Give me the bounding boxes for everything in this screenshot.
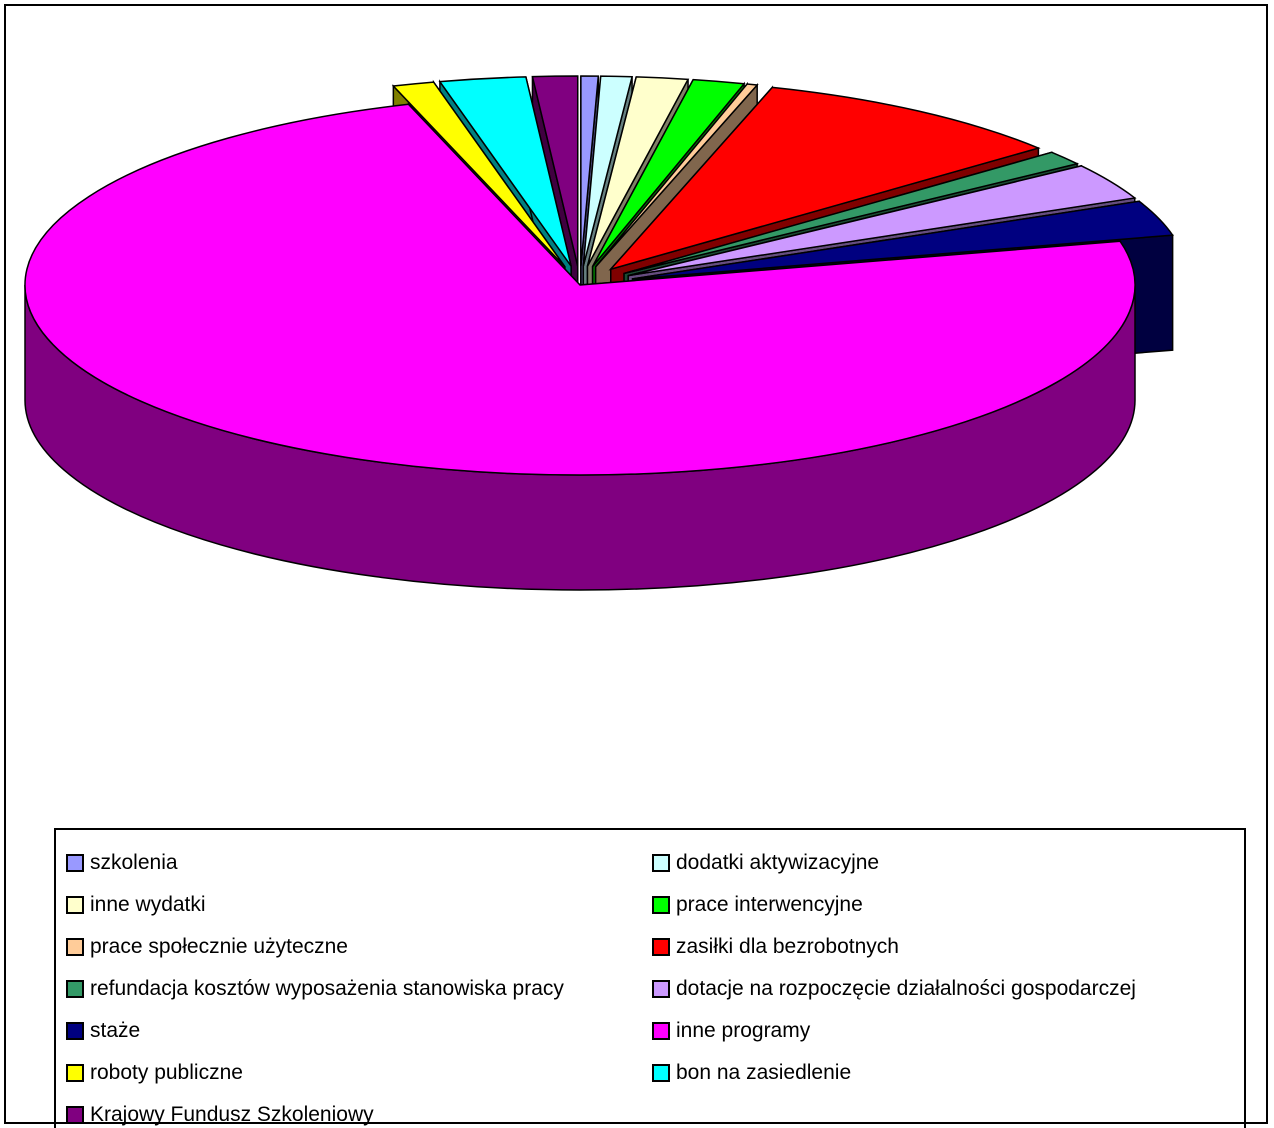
legend-item-inne-wydatki: inne wydatki (66, 884, 652, 926)
legend-swatch (652, 938, 670, 956)
legend-swatch (66, 854, 84, 872)
legend-swatch (652, 1064, 670, 1082)
legend-item-inne-programy: inne programy (652, 1010, 1242, 1052)
legend-label: bon na zasiedlenie (676, 1061, 852, 1084)
legend-swatch (652, 1022, 670, 1040)
legend-swatch (66, 980, 84, 998)
legend-item-prace-spolecznie-uzyteczne: prace społecznie użyteczne (66, 926, 652, 968)
legend-swatch (66, 1064, 84, 1082)
legend-swatch (66, 1106, 84, 1124)
legend-swatch (66, 1022, 84, 1040)
legend-label: inne wydatki (90, 893, 206, 916)
legend-swatch (652, 854, 670, 872)
legend-label: prace interwencyjne (676, 893, 863, 916)
legend-label: roboty publiczne (90, 1061, 243, 1084)
legend-item-prace-interwencyjne: prace interwencyjne (652, 884, 1242, 926)
chart-frame (4, 4, 1268, 1124)
legend: szkolenia dodatki aktywizacyjne inne wydat… (54, 828, 1246, 1128)
legend-item-szkolenia: szkolenia (66, 842, 652, 884)
legend-item-zasilki-dla-bezrobotnych: zasiłki dla bezrobotnych (652, 926, 1242, 968)
legend-swatch (66, 938, 84, 956)
legend-item-krajowy-fundusz-szkoleniowy: Krajowy Fundusz Szkoleniowy (66, 1094, 652, 1128)
legend-swatch (652, 980, 670, 998)
legend-item-staze: staże (66, 1010, 652, 1052)
legend-grid: szkolenia dodatki aktywizacyjne inne wydat… (66, 842, 1242, 1128)
legend-item-dotacje-na-rozpoczecie-dzialalnosci-gospodarczej: dotacje na rozpoczęcie działalności gosp… (652, 968, 1242, 1010)
legend-swatch (652, 896, 670, 914)
legend-item-roboty-publiczne: roboty publiczne (66, 1052, 652, 1094)
pie-slice-inne-programy (24, 102, 1136, 591)
legend-label: szkolenia (90, 851, 178, 874)
legend-label: refundacja kosztów wyposażenia stanowisk… (90, 977, 564, 1000)
legend-swatch (66, 896, 84, 914)
legend-label: zasiłki dla bezrobotnych (676, 935, 899, 958)
legend-item-refundacja-kosztow-wyposazenia-stanowiska-pracy: refundacja kosztów wyposażenia stanowisk… (66, 968, 652, 1010)
legend-item-bon-na-zasiedlenie: bon na zasiedlenie (652, 1052, 1242, 1094)
legend-label: Krajowy Fundusz Szkoleniowy (90, 1103, 374, 1126)
legend-item-dodatki-aktywizacyjne: dodatki aktywizacyjne (652, 842, 1242, 884)
legend-label: prace społecznie użyteczne (90, 935, 348, 958)
legend-label: dotacje na rozpoczęcie działalności gosp… (676, 977, 1136, 1000)
legend-label: dodatki aktywizacyjne (676, 851, 880, 874)
pie-chart (24, 75, 1174, 591)
legend-label: inne programy (676, 1019, 811, 1042)
legend-label: staże (90, 1019, 141, 1042)
